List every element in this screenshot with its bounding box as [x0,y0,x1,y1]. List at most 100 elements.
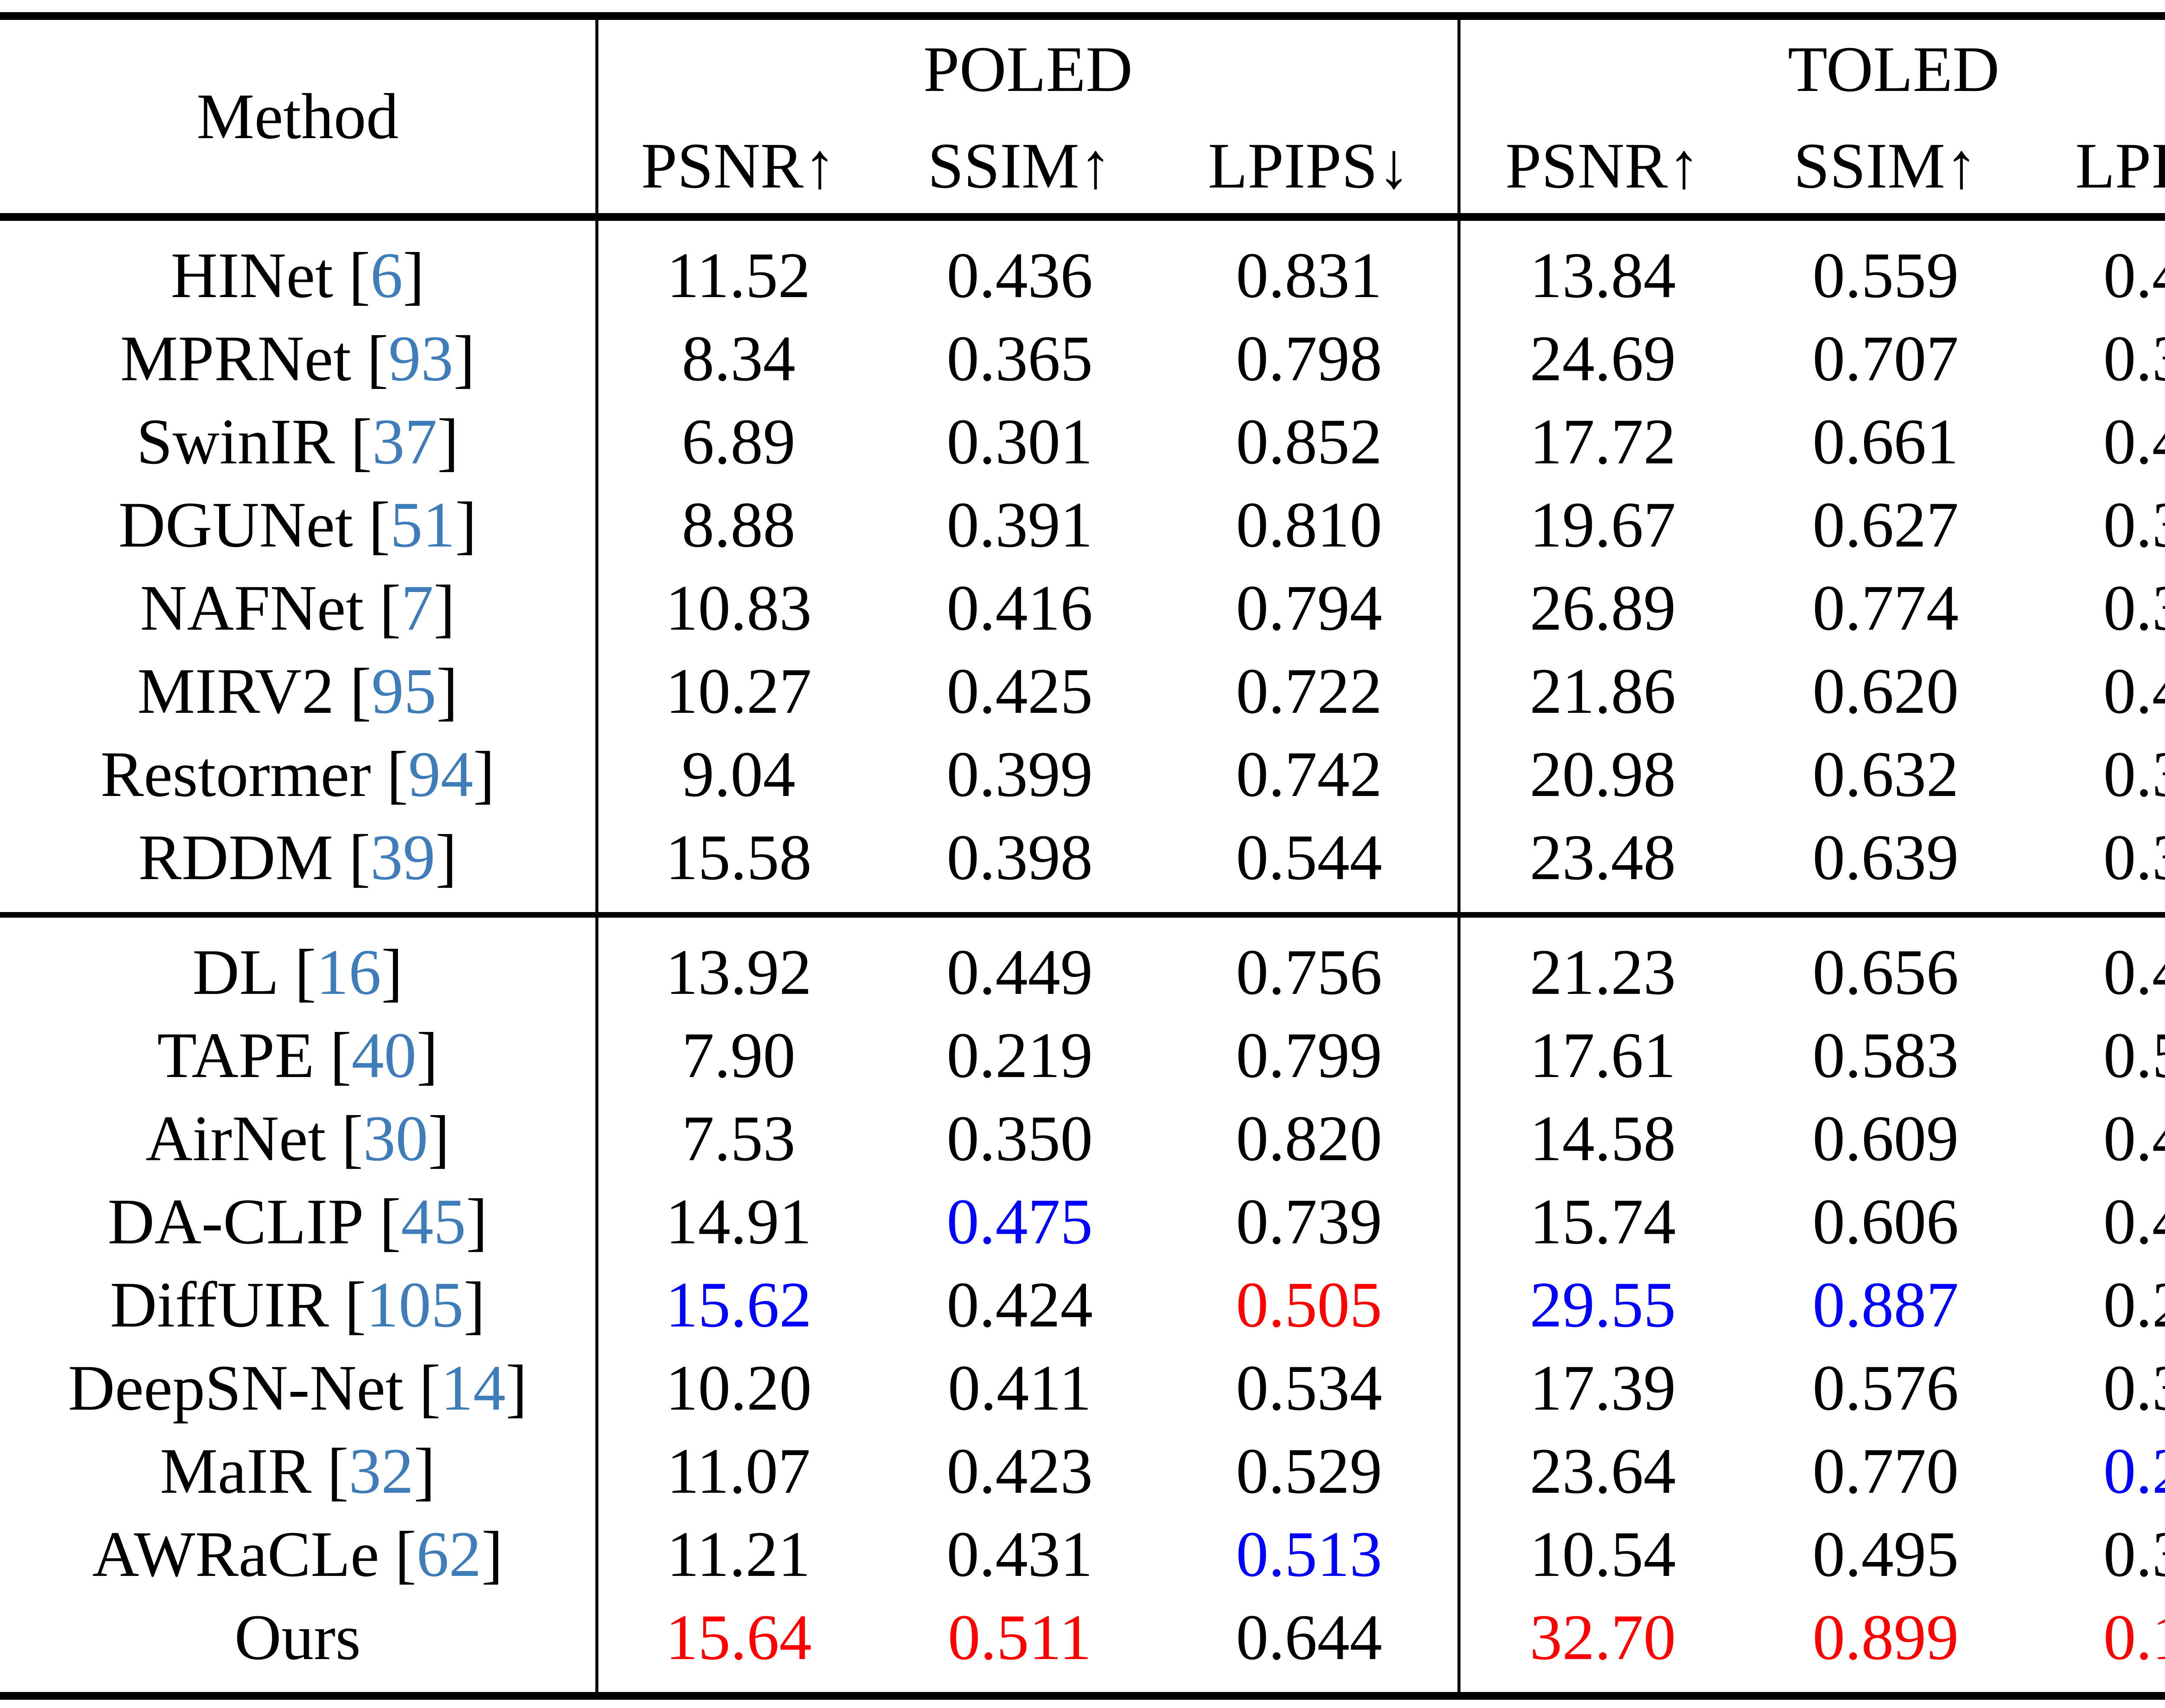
table-row: DiffUIR[105]15.620.4240.50529.550.8870.2… [0,1263,2165,1346]
method-cell: DGUNet [51] [0,483,597,566]
citation-bracket-close: ] [381,936,403,1008]
table-section-general-methods: HINet[6]11.520.4360.83113.840.5590.448MP… [0,217,2165,915]
value-cell: 14.58 [1457,1097,1745,1180]
value-cell: 0.583 [1813,1019,1959,1091]
citation-number: 30 [363,1103,428,1174]
value-cell: 0.632 [1813,738,1959,810]
method-name: RDDM [138,822,333,893]
value-cell: 15.58 [595,816,879,915]
value-cell: 0.472 [2103,1186,2165,1258]
value-cell: 8.34 [595,317,879,400]
value-cell: 0.770 [1813,1435,1959,1507]
value-cell: 0.798 [1236,323,1382,395]
value-cell: 0.431 [947,1518,1093,1590]
method-cell: SwinIR [37] [0,400,597,483]
value-cell: 7.90 [595,1014,879,1097]
value-cell: 21.23 [1457,915,1745,1014]
value-cell: 0.419 [2103,406,2165,478]
citation-bracket-close: ] [466,1186,488,1258]
value-cell: 0.399 [947,738,1093,810]
method-cell: AirNet [30] [0,1097,597,1180]
value-cell: 0.301 [947,406,1093,478]
value-cell: 0.609 [1813,1103,1959,1174]
value-cell: 0.303 [2103,1352,2165,1424]
citation-number: 93 [388,323,454,395]
citation-number: 7 [401,572,434,644]
citation-bracket-open: [ [379,1186,401,1258]
value-cell: 0.360 [2103,738,2165,810]
citation-number: 40 [351,1019,417,1091]
value-cell: 13.84 [1457,217,1745,317]
value-cell: 0.529 [1236,1435,1382,1507]
citation-bracket-open: [ [394,1518,417,1590]
value-cell: 10.83 [595,566,879,650]
value-cell: 0.520 [2103,1019,2165,1091]
method-name: TAPE [157,1019,314,1091]
value-cell: 0.145 [2103,1601,2165,1673]
citation-number: 105 [366,1269,464,1341]
value-cell: 0.820 [1236,1103,1382,1174]
value-cell: 0.852 [1236,406,1382,478]
header-poled-ssim: SSIM↑ [927,130,1112,202]
value-cell: 0.742 [1236,738,1382,810]
citation-bracket-close: ] [463,1269,485,1341]
value-cell: 0.661 [1813,406,1959,478]
value-cell: 0.495 [1813,1518,1959,1590]
value-cell: 17.61 [1457,1014,1745,1097]
value-cell: 0.365 [947,323,1093,395]
method-name: Restormer [100,738,371,810]
citation-bracket-open: [ [330,1019,352,1091]
citation-number: 95 [371,655,436,727]
value-cell: 0.505 [1236,1269,1382,1341]
header-toled-ssim: SSIM↑ [1793,130,1978,202]
citation-number: 45 [401,1186,466,1258]
value-cell: 10.54 [1457,1513,1745,1596]
value-cell: 0.887 [1813,1269,1959,1341]
value-cell: 20.98 [1457,733,1745,816]
value-cell: 0.350 [947,1103,1093,1174]
citation-number: 39 [370,822,436,893]
method-cell: Ours [0,1596,597,1696]
citation-bracket-close: ] [453,323,475,395]
value-cell: 21.86 [1457,650,1745,733]
value-cell: 0.436 [947,239,1093,311]
value-cell: 0.448 [2103,239,2165,311]
citation-bracket-close: ] [414,1435,436,1507]
method-cell: DiffUIR [105] [0,1263,597,1346]
method-cell: AWRaCLe [62] [0,1513,597,1596]
value-cell: 17.72 [1457,400,1745,483]
method-name: AirNet [145,1103,326,1174]
method-cell: RDDM [39] [0,816,597,915]
value-cell: 0.639 [1813,822,1959,893]
citation-bracket-open: [ [341,1103,363,1174]
citation-number: 51 [390,489,456,561]
value-cell: 0.475 [947,1186,1093,1258]
citation-bracket-close: ] [428,1103,450,1174]
value-cell: 0.346 [2103,572,2165,644]
citation-bracket-close: ] [505,1352,527,1424]
value-cell: 0.449 [947,936,1093,1008]
table-header: Method POLED TOLED PSNR↑ SSIM↑ LPIPS↓ PS… [0,16,2165,217]
header-toled-psnr: PSNR↑ [1457,119,1745,217]
value-cell: 0.559 [1813,239,1959,311]
value-cell: 0.411 [948,1352,1092,1424]
value-cell: 0.434 [2103,936,2165,1008]
value-cell: 0.281 [2103,1269,2165,1341]
method-name: DGUNet [118,489,353,561]
value-cell: 13.92 [595,915,879,1014]
table-row: Ours 15.64 0.511 0.644 32.70 0.899 0.145 [0,1596,2165,1696]
citation-bracket-open: [ [379,572,401,644]
table-row: DA-CLIP[45]14.910.4750.73915.740.6060.47… [0,1180,2165,1263]
value-cell: 0.347 [2103,323,2165,395]
citation-bracket-close: ] [437,406,459,478]
value-cell: 8.88 [595,483,879,566]
value-cell: 0.331 [2103,1518,2165,1590]
method-cell: MIRV2 [95] [0,650,597,733]
value-cell: 0.511 [948,1601,1092,1673]
citation-bracket-close: ] [455,489,477,561]
citation-bracket-open: [ [386,738,408,810]
citation-bracket-open: [ [368,489,391,561]
